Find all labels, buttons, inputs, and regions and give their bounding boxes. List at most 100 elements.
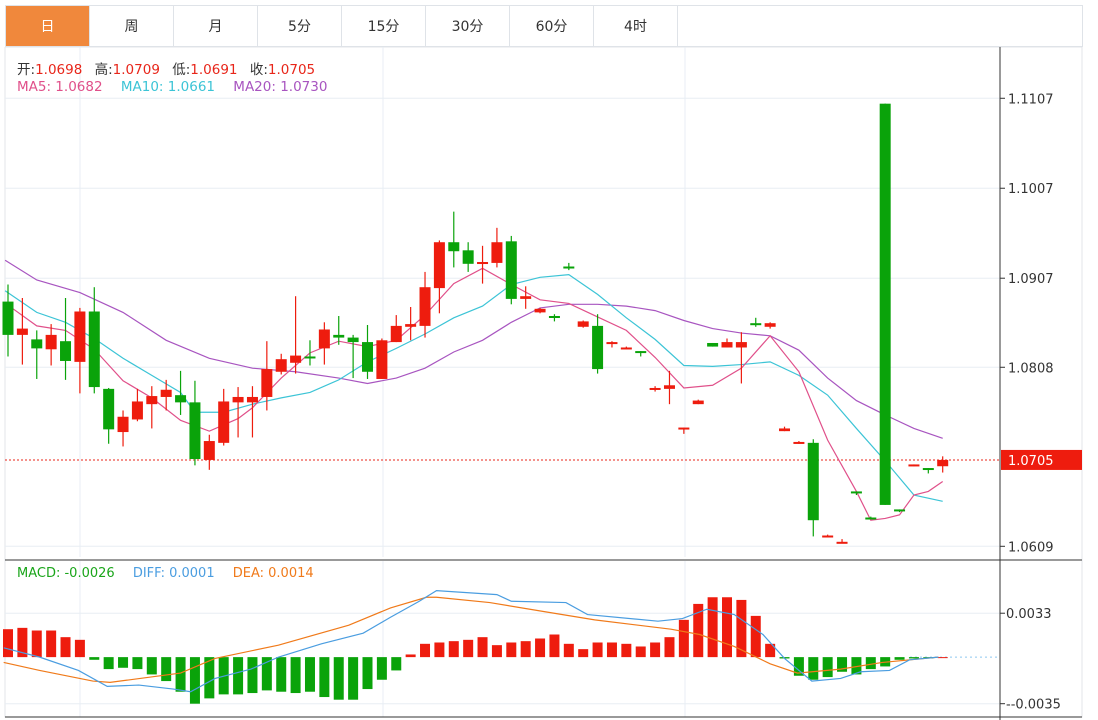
high-label: 高: [94, 62, 113, 78]
macd-bar [621, 643, 632, 658]
tab-30min[interactable]: 30分 [426, 6, 510, 46]
candle-body [448, 242, 460, 252]
tab-5min[interactable]: 5分 [258, 6, 342, 46]
candle-body [649, 387, 661, 390]
candle-body [275, 359, 287, 372]
macd-bar [31, 630, 42, 658]
macd-bar [261, 657, 272, 691]
candle-body [793, 441, 805, 444]
candle-body [146, 396, 158, 405]
macd-bar [578, 649, 589, 658]
candle-body [60, 341, 72, 361]
low-label: 低: [172, 62, 191, 78]
tab-week[interactable]: 周 [90, 6, 174, 46]
candle-body [347, 337, 359, 343]
macd-bar [391, 657, 402, 671]
candle-body [721, 342, 733, 348]
candle-body [117, 416, 129, 433]
candle-body [103, 388, 115, 430]
price-tick-label: 1.0609 [1008, 540, 1054, 555]
macd-bar [233, 657, 244, 695]
macd-bar [189, 657, 200, 704]
candle-body [175, 395, 187, 403]
candle-body [405, 324, 417, 327]
candle-body [290, 355, 302, 363]
candle-body [88, 311, 100, 388]
kline-chart[interactable]: 1.1107 1.1007 1.0907 1.0808 1.0609 0.0033 --0.… [0, 47, 1098, 720]
macd-bar [405, 654, 416, 658]
macd-bar [175, 657, 186, 692]
diff-value: DIFF: 0.0001 [132, 566, 215, 581]
high-value: 1.0709 [112, 62, 160, 78]
price-tick-label: 1.0907 [1008, 272, 1054, 287]
period-tabs: 日 周 月 5分 15分 30分 60分 4时 [5, 5, 1083, 47]
candle-body [635, 351, 647, 354]
macd-bar [563, 643, 574, 658]
candle-body [836, 541, 848, 544]
candle-body [160, 389, 172, 397]
candle-body [246, 396, 258, 403]
candle-body [779, 428, 791, 432]
macd-bar [678, 619, 689, 658]
candle-body [548, 315, 560, 318]
tab-4hour[interactable]: 4时 [594, 6, 678, 46]
macd-bar [319, 657, 330, 698]
price-tick-label: 1.1107 [1008, 92, 1054, 107]
candle-body [232, 396, 244, 403]
candle-body [304, 356, 316, 359]
macd-readout: MACD: -0.0026 DIFF: 0.0001 DEA: 0.0014 [17, 566, 322, 581]
candle-body [491, 242, 503, 263]
macd-bar [448, 641, 459, 658]
candle-body [318, 329, 330, 349]
macd-bar [3, 629, 13, 658]
tab-month[interactable]: 月 [174, 6, 258, 46]
candle-body [189, 402, 201, 460]
macd-bar [664, 637, 675, 658]
macd-bar [851, 657, 862, 675]
candle-body [520, 296, 532, 299]
macd-bar [635, 646, 646, 658]
candle-body [45, 334, 57, 350]
macd-bar [592, 642, 603, 658]
close-label: 收: [249, 62, 268, 78]
macd-tick-label: --0.0035 [1006, 698, 1061, 713]
macd-bar [204, 657, 215, 699]
candle-body [433, 242, 445, 289]
macd-bar [304, 657, 315, 692]
candle-body [707, 342, 719, 347]
macd-bar [60, 637, 71, 658]
tab-day[interactable]: 日 [6, 6, 90, 46]
candle-body [131, 401, 143, 420]
macd-bar [161, 657, 172, 682]
macd-tick-label: 0.0033 [1006, 607, 1052, 622]
macd-bar [693, 603, 704, 658]
dea-line [3, 596, 939, 684]
candle-body [376, 340, 388, 379]
candle-body [850, 491, 862, 494]
macd-bar [650, 642, 661, 658]
low-value: 1.0691 [190, 62, 238, 78]
candle-body [865, 517, 877, 520]
macd-bar [722, 597, 732, 658]
candle-body [333, 334, 345, 338]
candle-body [2, 301, 14, 335]
candle-body [922, 468, 934, 471]
macd-bar [491, 645, 502, 658]
candle-body [534, 308, 546, 313]
candle-body [362, 342, 373, 372]
macd-bar [247, 657, 258, 694]
tab-15min[interactable]: 15分 [342, 6, 426, 46]
candle-body [16, 328, 28, 335]
candle-body [390, 325, 402, 343]
macd-bar [707, 597, 718, 658]
ma-readout: MA5: 1.0682 MA10: 1.0661 MA20: 1.0730 [17, 79, 335, 95]
candle-body [692, 400, 704, 405]
tab-60min[interactable]: 60分 [510, 6, 594, 46]
candle-body [563, 266, 575, 269]
macd-bar [606, 642, 617, 658]
candle-body [735, 342, 747, 348]
current-price-label: 1.0705 [1008, 454, 1054, 469]
open-value: 1.0698 [35, 62, 83, 78]
candle-body [203, 441, 215, 460]
candle-body [750, 323, 762, 326]
